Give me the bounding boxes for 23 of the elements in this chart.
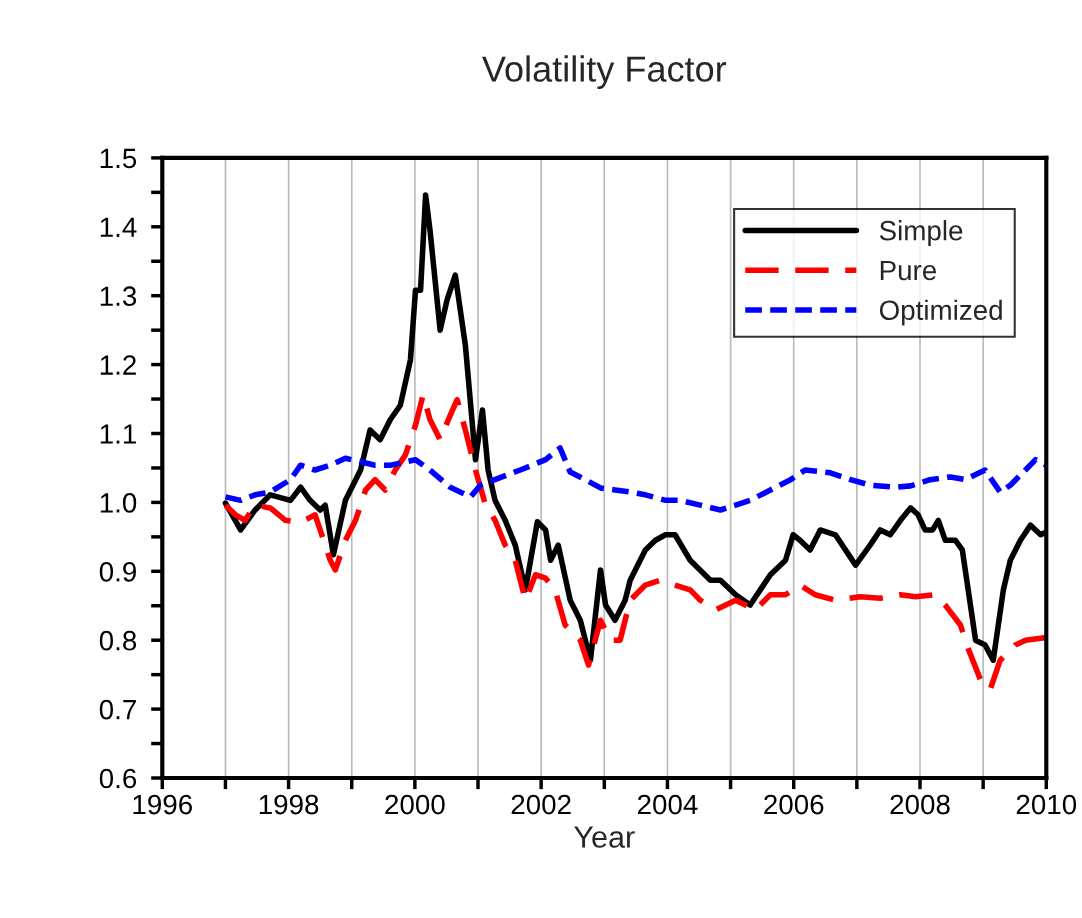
x-axis-title: Year — [574, 826, 635, 848]
y-tick-label: 1.2 — [100, 355, 136, 375]
y-tick-label: 1.0 — [100, 493, 137, 513]
x-tick-label: 2000 — [385, 794, 445, 815]
y-tick-label: 0.6 — [99, 768, 137, 789]
y-tick-label: 1.5 — [100, 148, 137, 169]
chart-title: Volatility Factor — [482, 55, 727, 89]
legend-label: Optimized — [879, 299, 1002, 326]
y-tick-label: 0.9 — [99, 561, 136, 582]
y-tick-label: 1.1 — [100, 424, 136, 444]
x-tick-label: 2006 — [764, 794, 824, 815]
x-tick-label: 2008 — [890, 794, 950, 815]
legend-label: Simple — [879, 220, 963, 246]
x-tick-label: 2004 — [637, 794, 698, 815]
x-tick-label: 2002 — [511, 794, 571, 815]
y-tick-label: 1.4 — [100, 217, 137, 237]
y-tick-label: 0.8 — [99, 630, 137, 651]
y-tick-label: 1.3 — [100, 286, 137, 307]
x-tick-label: 1998 — [259, 794, 319, 815]
x-tick-label: 1996 — [133, 794, 192, 815]
x-tick-label: 2010 — [1016, 794, 1077, 815]
legend-label: Pure — [880, 260, 937, 281]
y-tick-label: 0.7 — [99, 699, 136, 720]
